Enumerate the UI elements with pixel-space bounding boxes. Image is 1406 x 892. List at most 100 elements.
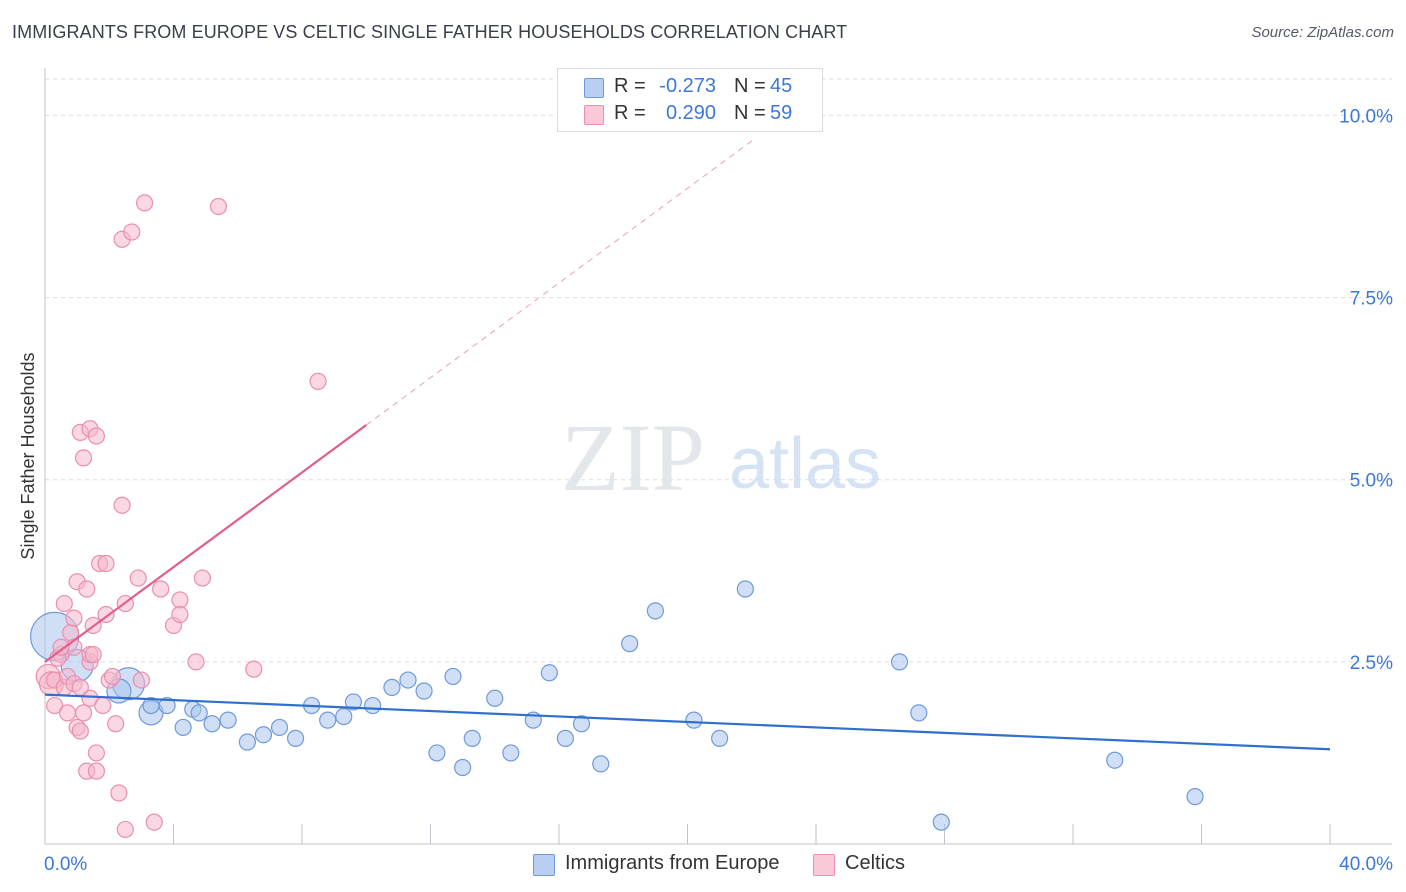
data-point-celtics xyxy=(116,820,134,839)
data-point-europe xyxy=(344,693,362,711)
data-point-europe xyxy=(1186,788,1204,806)
data-point-celtics xyxy=(74,704,93,722)
trend-line-celtics xyxy=(44,424,367,663)
data-point-europe xyxy=(174,718,192,737)
data-point-celtics xyxy=(135,194,154,212)
data-point-celtics xyxy=(245,660,263,678)
correlation-legend: R = -0.273 N = 45 R = 0.290 N = 59 xyxy=(557,68,823,132)
y-tick-label: 2.5% xyxy=(1350,653,1393,674)
data-point-celtics xyxy=(46,696,64,715)
data-point-europe xyxy=(486,689,504,707)
y-tick-label: 10.0% xyxy=(1339,106,1393,127)
data-point-celtics xyxy=(97,554,115,573)
data-point-celtics xyxy=(87,427,106,445)
data-point-europe xyxy=(646,602,664,620)
data-point-celtics xyxy=(129,569,147,587)
data-point-celtics xyxy=(193,569,212,587)
trend-line-europe xyxy=(44,693,1331,751)
data-point-europe xyxy=(335,707,353,726)
data-point-celtics xyxy=(58,704,77,722)
chart-title: IMMIGRANTS FROM EUROPE VS CELTIC SINGLE … xyxy=(12,22,848,42)
legend-n-label: N = xyxy=(734,102,766,124)
data-point-europe xyxy=(685,711,703,729)
data-point-europe xyxy=(158,696,176,715)
legend-row-europe: R = -0.273 N = 45 xyxy=(558,74,822,100)
data-point-europe xyxy=(415,682,433,700)
data-point-celtics xyxy=(152,580,170,598)
data-point-europe xyxy=(399,671,417,689)
data-point-celtics xyxy=(171,605,189,624)
watermark: ZIP atlas xyxy=(561,404,881,511)
data-point-celtics xyxy=(94,696,112,715)
data-point-europe xyxy=(932,813,950,831)
data-point-celtics xyxy=(55,594,73,613)
legend-label-celtics: Celtics xyxy=(845,852,906,874)
data-point-europe xyxy=(910,704,928,722)
data-point-europe xyxy=(319,711,337,729)
data-point-celtics xyxy=(87,744,106,762)
data-point-europe xyxy=(444,667,462,686)
watermark-atlas: atlas xyxy=(729,424,881,504)
tick-labels: 2.5% 5.0% 7.5% 10.0% 0.0% 40.0% xyxy=(44,106,1393,875)
data-point-europe xyxy=(238,733,256,751)
data-point-celtics xyxy=(87,762,106,780)
legend-row-celtics: R = 0.290 N = 59 xyxy=(558,101,822,127)
data-point-celtics xyxy=(171,591,189,609)
trend-lines xyxy=(44,140,1331,751)
legend-r-value: 0.290 xyxy=(665,102,716,124)
data-point-europe xyxy=(736,580,754,598)
data-point-europe xyxy=(463,729,481,747)
data-point-celtics xyxy=(81,689,99,707)
legend-swatch-celtics xyxy=(584,105,604,125)
source-label: Source: ZipAtlas.com xyxy=(1251,24,1394,41)
data-point-celtics xyxy=(187,653,205,671)
series-europe-points xyxy=(30,580,1204,831)
data-point-europe xyxy=(219,711,237,729)
data-point-celtics xyxy=(52,638,70,656)
watermark-zip: ZIP xyxy=(561,404,705,511)
data-point-europe xyxy=(572,715,591,733)
legend-n-value: 45 xyxy=(770,75,793,97)
data-point-celtics xyxy=(71,678,89,696)
legend-r-value: -0.273 xyxy=(659,75,716,97)
data-point-europe xyxy=(502,744,520,762)
legend-n-label: N = xyxy=(734,75,766,97)
legend-label-europe: Immigrants from Europe xyxy=(565,852,780,874)
axes xyxy=(44,68,1392,845)
legend-swatch-europe xyxy=(584,78,604,98)
data-point-europe xyxy=(364,696,382,715)
data-point-europe xyxy=(428,744,446,762)
x-tick-label-max: 40.0% xyxy=(1339,854,1393,875)
data-point-celtics xyxy=(113,496,131,514)
data-point-celtics xyxy=(65,609,83,627)
data-point-europe xyxy=(621,635,639,653)
grid-lines xyxy=(45,78,1392,663)
data-point-europe xyxy=(270,718,289,737)
y-tick-label: 5.0% xyxy=(1350,471,1393,492)
data-point-europe xyxy=(890,653,909,671)
data-point-celtics xyxy=(71,722,89,740)
data-point-europe xyxy=(540,664,558,682)
data-point-europe xyxy=(711,729,729,747)
data-point-europe xyxy=(556,729,575,747)
data-point-europe xyxy=(254,726,273,744)
data-point-europe xyxy=(203,715,221,733)
data-point-europe xyxy=(383,678,401,696)
data-point-celtics xyxy=(107,715,125,733)
data-point-celtics xyxy=(145,813,163,831)
y-tick-label: 7.5% xyxy=(1350,289,1393,310)
legend-swatch-celtics xyxy=(813,854,835,876)
data-point-europe xyxy=(1106,751,1124,769)
legend-n-value: 59 xyxy=(770,102,793,124)
data-point-celtics xyxy=(103,667,122,686)
series-celtics-points xyxy=(35,194,327,839)
trend-line-celtics-extension xyxy=(365,140,753,426)
x-tick-label-min: 0.0% xyxy=(44,854,87,875)
data-point-europe xyxy=(190,704,208,722)
data-point-celtics xyxy=(84,645,102,664)
data-point-celtics xyxy=(309,372,327,390)
legend-swatch-europe xyxy=(533,854,555,876)
legend-r-label: R = xyxy=(614,75,646,97)
data-point-celtics xyxy=(132,671,150,689)
